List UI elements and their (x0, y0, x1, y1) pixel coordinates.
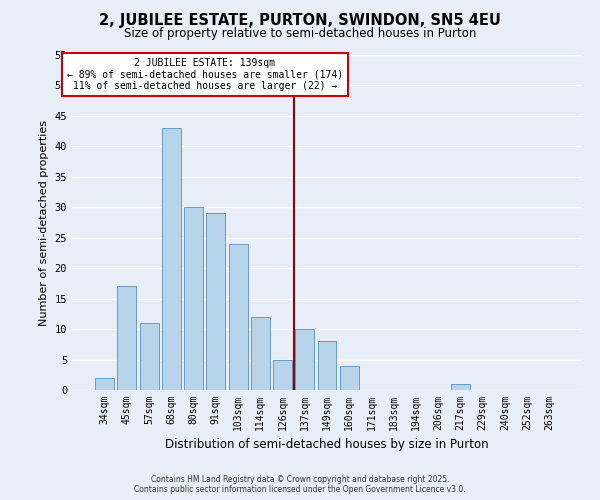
Bar (162, 128, 181, 390)
Bar (206, 214, 225, 390)
Bar (451, 384, 470, 390)
Bar (317, 342, 337, 390)
Bar (229, 244, 248, 390)
Text: Contains HM Land Registry data © Crown copyright and database right 2025.
Contai: Contains HM Land Registry data © Crown c… (134, 474, 466, 494)
X-axis label: Distribution of semi-detached houses by size in Purton: Distribution of semi-detached houses by … (165, 438, 489, 452)
Text: 2 JUBILEE ESTATE: 139sqm
← 89% of semi-detached houses are smaller (174)
11% of : 2 JUBILEE ESTATE: 139sqm ← 89% of semi-d… (67, 58, 343, 91)
Bar (251, 317, 270, 390)
Bar (95, 378, 114, 390)
Text: Size of property relative to semi-detached houses in Purton: Size of property relative to semi-detach… (124, 28, 476, 40)
Bar (295, 329, 314, 390)
Bar (118, 286, 136, 390)
Bar (340, 366, 359, 390)
Y-axis label: Number of semi-detached properties: Number of semi-detached properties (39, 120, 49, 326)
Bar (184, 208, 203, 390)
Text: 2, JUBILEE ESTATE, PURTON, SWINDON, SN5 4EU: 2, JUBILEE ESTATE, PURTON, SWINDON, SN5 … (99, 12, 501, 28)
Bar (140, 323, 158, 390)
Bar (273, 360, 292, 390)
